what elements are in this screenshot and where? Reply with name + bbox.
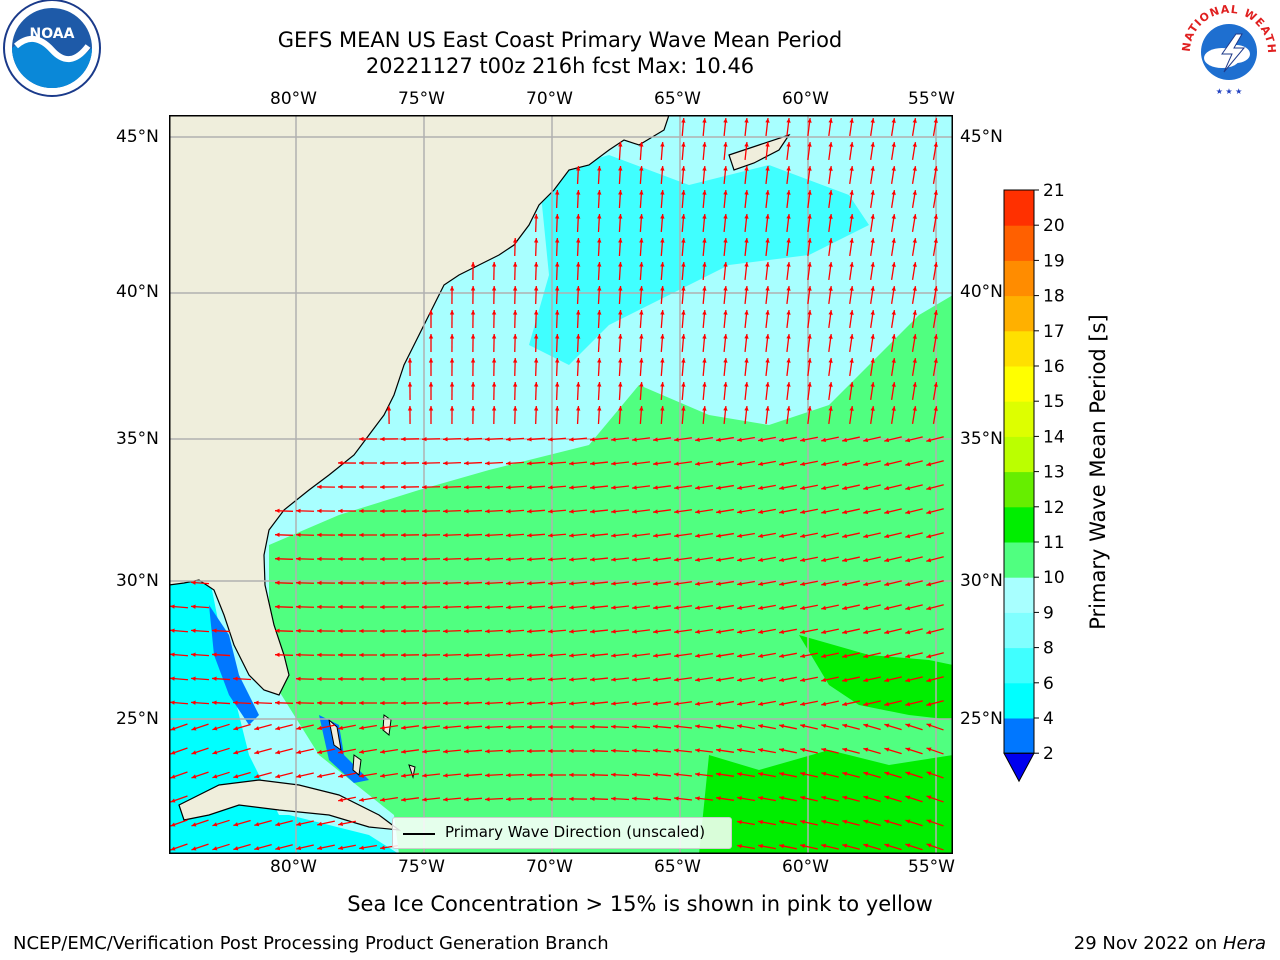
noaa-logo: NOAA xyxy=(3,0,101,97)
colorbar-segment xyxy=(1004,401,1034,437)
caribbean-6s-band xyxy=(169,815,399,854)
colorbar-label: Primary Wave Mean Period [s] xyxy=(1086,314,1110,630)
footer-left: NCEP/EMC/Verification Post Processing Pr… xyxy=(13,933,609,954)
lon-label-bottom-1: 80°W xyxy=(270,857,317,877)
colorbar: 2 4 6 8 9 10 11 12 13 14 15 16 17 18 19 20 21 xyxy=(1003,181,1065,783)
lat-label-left-3: 35°N xyxy=(116,429,159,449)
svg-text:★ ★ ★: ★ ★ ★ xyxy=(1216,87,1243,96)
colorbar-tick-label: 13 xyxy=(1043,463,1065,483)
lon-label-top-2: 75°W xyxy=(398,89,445,109)
lon-label-bottom-4: 65°W xyxy=(654,857,701,877)
lon-label-top-1: 80°W xyxy=(270,89,317,109)
colorbar-segment xyxy=(1004,366,1034,402)
lon-label-bottom-6: 55°W xyxy=(908,857,955,877)
colorbar-segment xyxy=(1004,718,1034,754)
title-line-1: GEFS MEAN US East Coast Primary Wave Mea… xyxy=(277,28,843,52)
lon-label-top-4: 65°W xyxy=(654,89,701,109)
ocean-10s-band xyxy=(269,295,953,854)
lat-label-right-5: 25°N xyxy=(960,709,1003,729)
colorbar-tick-label: 17 xyxy=(1043,322,1065,342)
colorbar-segment xyxy=(1004,542,1034,578)
lon-label-top-3: 70°W xyxy=(526,89,573,109)
colorbar-tick-label: 14 xyxy=(1043,427,1065,447)
colorbar-tick-label: 21 xyxy=(1043,181,1065,201)
lat-label-left-2: 40°N xyxy=(116,282,159,302)
footer-right: 29 Nov 2022 on Hera xyxy=(1074,933,1266,954)
colorbar-segment xyxy=(1004,260,1034,297)
footer-date: 29 Nov 2022 on xyxy=(1073,933,1223,954)
ocean-8s-band xyxy=(529,155,869,365)
colorbar-segment xyxy=(1004,295,1034,332)
colorbar-segment xyxy=(1004,330,1034,367)
land-bahamas xyxy=(328,714,416,779)
lon-label-top-5: 60°W xyxy=(782,89,829,109)
title-line-2: 20221127 t00z 216h fcst Max: 10.46 xyxy=(365,54,755,78)
colorbar-segment xyxy=(1004,577,1034,613)
lat-label-right-3: 35°N xyxy=(960,429,1003,449)
colorbar-segment xyxy=(1004,647,1034,684)
gulf-4s-band xyxy=(209,605,259,725)
colorbar-tick-label: 12 xyxy=(1043,498,1065,518)
colorbar-tick-label: 6 xyxy=(1043,674,1054,694)
colorbar-tick-label: 2 xyxy=(1043,744,1054,764)
colorbar-tick-label: 9 xyxy=(1043,603,1054,623)
sea-ice-note: Sea Ice Concentration > 15% is shown in … xyxy=(347,892,933,916)
lon-label-top-6: 55°W xyxy=(908,89,955,109)
map-title: GEFS MEAN US East Coast Primary Wave Mea… xyxy=(0,27,1120,79)
colorbar-under-arrow xyxy=(1003,752,1035,783)
colorbar-tick-label: 16 xyxy=(1043,357,1065,377)
colorbar-tick-label: 19 xyxy=(1043,251,1065,271)
colorbar-tick-label: 15 xyxy=(1043,392,1065,412)
noaa-logo-text: NOAA xyxy=(30,26,75,42)
colorbar-segment xyxy=(1004,612,1034,649)
footer-machine: Hera xyxy=(1222,933,1266,954)
colorbar-tick-label: 18 xyxy=(1043,287,1065,307)
wave-direction-vectors xyxy=(169,117,944,851)
colorbar-segment xyxy=(1004,471,1034,508)
colorbar-tick-label: 4 xyxy=(1043,709,1054,729)
lat-label-left-1: 45°N xyxy=(116,127,159,147)
lat-label-left-4: 30°N xyxy=(116,571,159,591)
lat-label-right-2: 40°N xyxy=(960,282,1003,302)
colorbar-tick-label: 8 xyxy=(1043,639,1054,659)
land-north-america xyxy=(169,115,670,696)
colorbar-segment xyxy=(1004,682,1034,719)
lon-label-bottom-5: 60°W xyxy=(782,857,829,877)
colorbar-segment xyxy=(1004,190,1034,226)
land-nova-scotia xyxy=(728,133,791,171)
colorbar-tick-label: 11 xyxy=(1043,533,1065,553)
colorbar-tick-label: 20 xyxy=(1043,216,1065,236)
ocean-11s-band-south xyxy=(699,750,953,854)
legend-line xyxy=(403,833,435,835)
nws-logo: NATIONAL WEATHER SERVICE ★ ★ ★ xyxy=(1178,0,1277,98)
colorbar-segment xyxy=(1004,436,1034,473)
legend-text: Primary Wave Direction (unscaled) xyxy=(445,823,706,841)
colorbar-tick-label: 10 xyxy=(1043,568,1065,588)
lon-label-bottom-3: 70°W xyxy=(526,857,573,877)
land-cuba xyxy=(178,779,402,831)
lat-label-left-5: 25°N xyxy=(116,709,159,729)
lat-label-right-1: 45°N xyxy=(960,127,1003,147)
colorbar-segment xyxy=(1004,225,1034,261)
colorbar-segment xyxy=(1004,506,1034,543)
lat-label-right-4: 30°N xyxy=(960,571,1003,591)
lon-label-bottom-2: 75°W xyxy=(398,857,445,877)
vector-legend: Primary Wave Direction (unscaled) xyxy=(392,817,732,849)
map-panel xyxy=(169,115,953,854)
